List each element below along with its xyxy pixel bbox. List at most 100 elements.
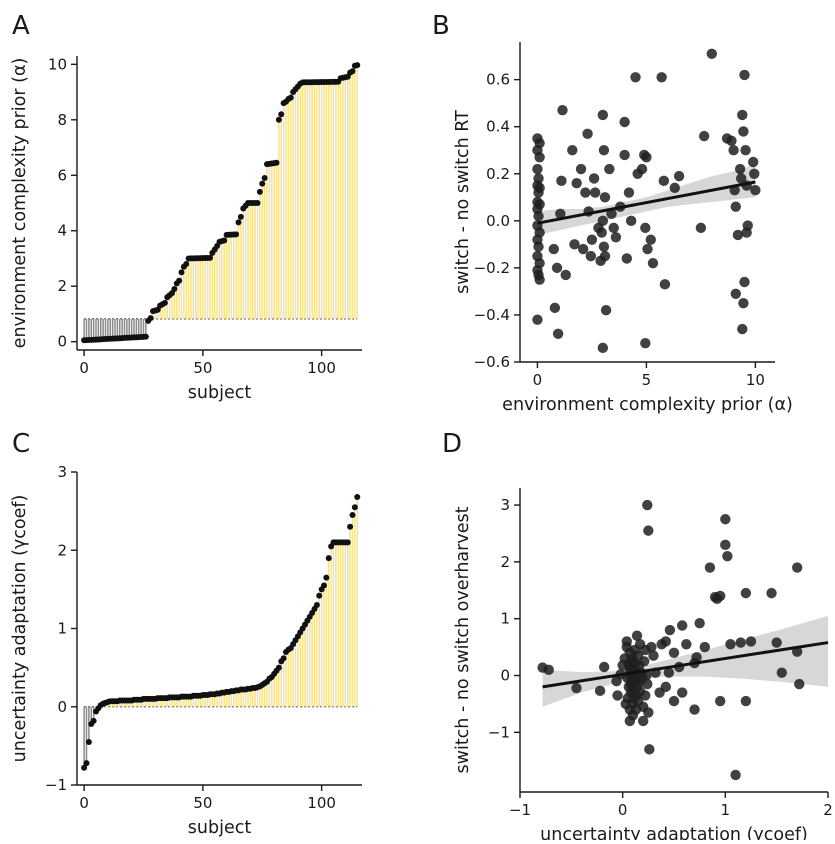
panel-a-y-tick-label: 10 (48, 55, 67, 73)
panel-c-data-point (280, 655, 287, 662)
panel-b-scatter-point (730, 201, 741, 212)
panel-d-y-tick-label: 1 (500, 610, 510, 628)
panel-a-data-point (147, 315, 154, 322)
panel-b-scatter-point (580, 187, 591, 198)
panel-b-scatter-point (532, 314, 543, 325)
panel-a-data-point (256, 188, 263, 195)
panel-b-y-tick-label: 0.4 (486, 118, 510, 136)
panel-b-scatter-point (645, 234, 656, 245)
panel-b-scatter-point (623, 187, 635, 198)
panel-d-scatter-point (735, 637, 746, 648)
panel-a-data-point (233, 231, 240, 238)
panel-d-scatter-point (677, 687, 688, 698)
panel-b-scatter-point (640, 222, 651, 234)
panel-c-x-tick-label: 50 (193, 794, 212, 812)
panel-a-data-point (183, 261, 190, 268)
panel-d-scatter-point (668, 695, 680, 707)
point-layer (81, 48, 805, 781)
panel-b-scatter-point (658, 175, 670, 187)
panel-b-x-tick-label: 0 (533, 371, 543, 389)
panel-b-scatter-point (739, 69, 750, 81)
panel-a-data-point (259, 180, 266, 187)
panel-b-scatter-point (749, 168, 760, 179)
ci-band-layer (537, 164, 828, 707)
panel-b-scatter-point (608, 222, 619, 234)
panel-b-scatter-point (734, 163, 746, 175)
panel-b-scatter-point (673, 170, 685, 182)
panel-b-scatter-point (598, 145, 610, 156)
panel-b-scatter-point (656, 72, 667, 83)
panel-c-data-point (344, 539, 351, 546)
panel-a-data-point (254, 200, 261, 206)
panel-d-scatter-point (725, 639, 736, 650)
panel-b-scatter-point (548, 243, 559, 255)
panel-b-scatter-point (532, 163, 543, 175)
panel-b-regression-line (537, 180, 756, 225)
panel-b-scatter-point (588, 173, 600, 184)
panel-d-scatter-point (664, 624, 676, 636)
panel-d-scatter-point (715, 695, 726, 707)
panel-d-y-axis-label: switch - no switch overharvest (453, 506, 473, 773)
panel-b-scatter-point (640, 337, 651, 349)
axes-layer (71, 42, 829, 798)
panel-d-scatter-point (715, 590, 726, 602)
panel-b-x-tick-label: 10 (746, 371, 765, 389)
panel-a-data-point (207, 254, 213, 261)
panel-d-scatter-point (660, 681, 671, 693)
panel-d-scatter-point (648, 650, 659, 661)
panel-d-scatter-point (776, 667, 787, 678)
panel-b-y-tick-label: 0.6 (486, 71, 510, 89)
panel-a-data-point (235, 219, 242, 226)
panel-a-x-tick-label: 100 (307, 359, 336, 377)
panel-b-scatter-point (726, 135, 737, 147)
bar-layer (83, 65, 358, 768)
panel-a-y-tick-label: 0 (57, 333, 67, 351)
panel-d-scatter-point (722, 550, 733, 562)
panel-b-scatter-point (698, 130, 710, 142)
panel-a-y-tick-label: 6 (57, 166, 67, 184)
panel-a-data-point (354, 62, 361, 69)
panel-c-y-tick-label: 1 (57, 620, 67, 638)
panel-c-data-point (323, 574, 330, 581)
panel-c-data-point (90, 717, 97, 724)
panel-d-y-tick-label: 2 (500, 553, 510, 571)
panel-b-scatter-point (742, 220, 753, 231)
panel-d-y-tick-label: 3 (500, 496, 510, 514)
panel-d-scatter-point (644, 744, 655, 755)
panel-b-scatter-point (738, 126, 749, 137)
panel-b-scatter-point (560, 269, 571, 281)
panel-c-data-point (83, 760, 90, 767)
panel-b-scatter-point (695, 222, 707, 234)
panel-b-scatter-point (597, 342, 609, 354)
panel-d-scatter-point (663, 667, 675, 678)
panel-d-x-tick-label: 2 (823, 801, 833, 819)
panel-c-data-point (316, 592, 323, 599)
panel-b-scatter-point (578, 243, 589, 255)
panel-a-data-point (287, 94, 294, 101)
panel-d-scatter-point (740, 695, 752, 707)
panel-b-scatter-point (619, 149, 630, 161)
panel-d-scatter-point (621, 636, 632, 647)
panel-b-scatter-point (738, 297, 749, 309)
panel-d-scatter-point (668, 647, 680, 658)
panel-d-scatter-point (631, 630, 643, 641)
panel-d-scatter-point (691, 652, 702, 663)
panel-c-data-point (85, 738, 92, 745)
panel-b-y-axis-label: switch - no switch RT (453, 110, 473, 294)
panel-d-letter: D (442, 429, 462, 459)
panel-c-y-tick-label: 0 (57, 698, 67, 716)
panel-a-data-point (171, 285, 178, 292)
panel-a-data-point (221, 237, 228, 244)
panel-b-scatter-point (599, 250, 611, 262)
panel-b-y-tick-label: −0.4 (474, 306, 510, 324)
panel-b-y-tick-label: −0.6 (474, 353, 510, 371)
panel-d-scatter-point (642, 499, 653, 511)
panel-d-scatter-point (704, 562, 716, 573)
panel-b-scatter-point (533, 210, 544, 222)
panel-b-scatter-point (748, 156, 759, 168)
panel-b-x-axis-label: environment complexity prior (α) (502, 395, 793, 415)
panel-b-scatter-point (642, 243, 653, 255)
panel-b-scatter-point (706, 48, 717, 59)
panel-b-scatter-point (582, 128, 593, 139)
